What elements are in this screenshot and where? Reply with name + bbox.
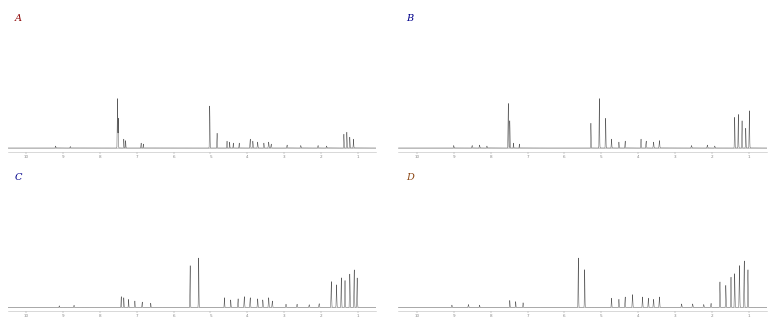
Text: C: C bbox=[15, 173, 22, 182]
Text: A: A bbox=[15, 14, 22, 23]
Text: Chemical Shift (ppm): Chemical Shift (ppm) bbox=[170, 169, 214, 173]
Text: B: B bbox=[406, 14, 413, 23]
Text: Chemical Shift (ppm): Chemical Shift (ppm) bbox=[561, 169, 604, 173]
Text: D: D bbox=[406, 173, 414, 182]
